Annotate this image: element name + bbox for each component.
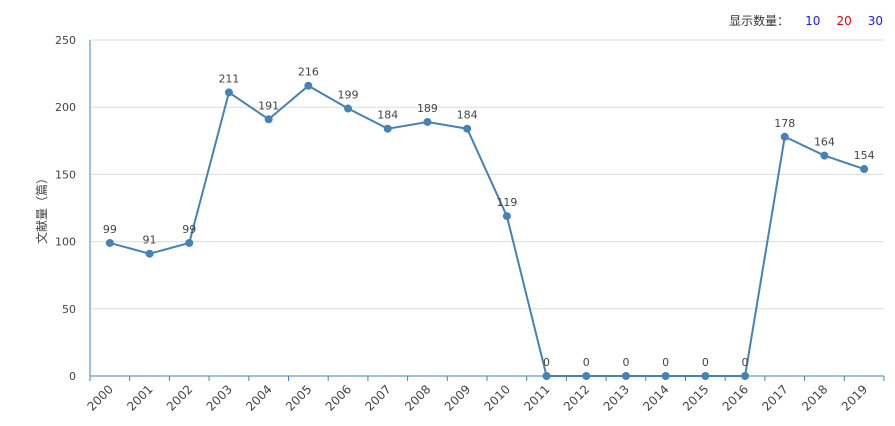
data-label: 0 bbox=[543, 356, 550, 369]
display-count-label: 显示数量： bbox=[729, 14, 790, 28]
series-line bbox=[109, 84, 865, 377]
display-count-10[interactable]: 10 bbox=[805, 13, 821, 28]
y-tick-label: 0 bbox=[69, 370, 76, 383]
data-point bbox=[224, 88, 233, 97]
series bbox=[105, 81, 869, 380]
x-tick-label: 2004 bbox=[243, 382, 274, 413]
x-tick-label: 2012 bbox=[561, 382, 592, 413]
data-point bbox=[185, 238, 194, 247]
x-tick-label: 2015 bbox=[680, 382, 711, 413]
data-label: 0 bbox=[662, 356, 669, 369]
display-count-control: 显示数量： 10 20 30 bbox=[729, 12, 883, 29]
x-axis-ticks: 2000 2001 2002 2003 2004 2005 2006 2007 2008 2009… bbox=[84, 376, 885, 414]
x-tick-label: 2017 bbox=[759, 382, 790, 413]
data-point bbox=[304, 81, 313, 90]
data-label: 99 bbox=[103, 223, 117, 236]
y-tick-label: 100 bbox=[55, 236, 76, 249]
data-label: 216 bbox=[298, 66, 319, 79]
y-tick-label: 50 bbox=[62, 303, 76, 316]
data-label: 154 bbox=[854, 149, 875, 162]
y-tick-label: 200 bbox=[55, 101, 76, 114]
x-tick-label: 2010 bbox=[481, 382, 512, 413]
data-point bbox=[542, 372, 551, 380]
data-labels: 99 91 99 211 191 216 199 184 189 184 119 0 0 0 0 0 0 178 1… bbox=[103, 66, 875, 369]
data-point bbox=[105, 238, 114, 247]
data-label: 91 bbox=[143, 234, 157, 247]
x-tick-label: 2005 bbox=[283, 382, 314, 413]
data-point bbox=[661, 372, 670, 380]
data-point bbox=[264, 115, 273, 124]
y-axis-ticks: 0 50 100 150 200 250 bbox=[55, 34, 76, 383]
data-point bbox=[383, 124, 392, 133]
x-tick-label: 2011 bbox=[521, 382, 552, 413]
data-point bbox=[582, 372, 591, 380]
x-tick-label: 2000 bbox=[84, 382, 115, 413]
data-point bbox=[701, 372, 710, 380]
x-tick-label: 2016 bbox=[720, 382, 751, 413]
data-point bbox=[502, 212, 511, 221]
x-tick-label: 2014 bbox=[640, 382, 671, 413]
data-label: 164 bbox=[814, 136, 835, 149]
x-tick-label: 2019 bbox=[839, 382, 870, 413]
data-label: 211 bbox=[218, 72, 239, 85]
x-tick-label: 2009 bbox=[442, 382, 473, 413]
x-tick-label: 2001 bbox=[124, 382, 155, 413]
data-label: 0 bbox=[742, 356, 749, 369]
data-label: 184 bbox=[377, 109, 398, 122]
y-axis-label: 文献量（篇） bbox=[34, 172, 49, 244]
data-label: 119 bbox=[496, 196, 517, 209]
x-tick-label: 2002 bbox=[164, 382, 195, 413]
data-point bbox=[741, 372, 750, 380]
data-point bbox=[820, 151, 829, 160]
data-point bbox=[463, 124, 472, 133]
data-label: 199 bbox=[338, 89, 359, 102]
x-tick-label: 2018 bbox=[799, 382, 830, 413]
data-label: 191 bbox=[258, 99, 279, 112]
axes bbox=[89, 40, 884, 377]
y-tick-label: 250 bbox=[55, 34, 76, 47]
data-label: 0 bbox=[583, 356, 590, 369]
data-label: 99 bbox=[182, 223, 196, 236]
y-tick-label: 150 bbox=[55, 168, 76, 181]
x-tick-label: 2006 bbox=[323, 382, 354, 413]
data-point bbox=[344, 104, 353, 113]
data-label: 0 bbox=[702, 356, 709, 369]
display-count-30[interactable]: 30 bbox=[867, 13, 883, 28]
x-tick-label: 2007 bbox=[362, 382, 393, 413]
data-point bbox=[780, 132, 789, 141]
data-point bbox=[145, 249, 154, 258]
display-count-20[interactable]: 20 bbox=[836, 13, 852, 28]
data-label: 184 bbox=[457, 109, 478, 122]
x-tick-label: 2008 bbox=[402, 382, 433, 413]
data-label: 189 bbox=[417, 102, 438, 115]
data-point bbox=[423, 117, 432, 126]
x-tick-label: 2013 bbox=[601, 382, 632, 413]
data-label: 0 bbox=[622, 356, 629, 369]
data-label: 178 bbox=[774, 117, 795, 130]
data-point bbox=[860, 165, 869, 174]
data-point bbox=[621, 372, 630, 380]
x-tick-label: 2003 bbox=[204, 382, 235, 413]
